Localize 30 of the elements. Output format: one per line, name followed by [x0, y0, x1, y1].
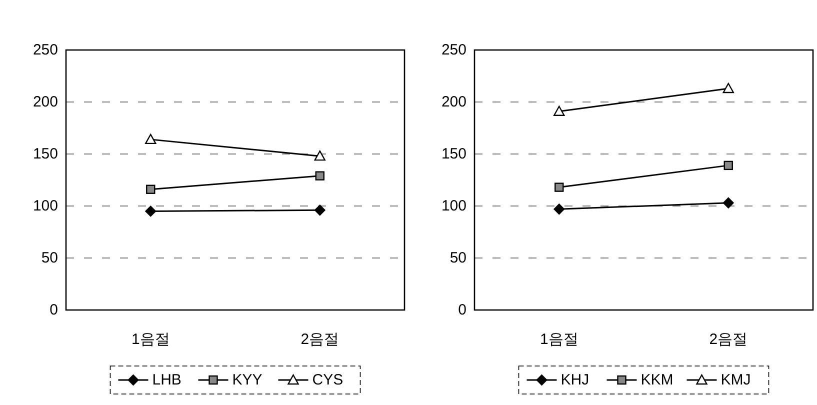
y-tick-label: 50: [41, 250, 58, 266]
point: [146, 184, 156, 194]
y-tick-label: 150: [32, 146, 58, 162]
y-tick-label: 200: [32, 94, 58, 110]
point: [145, 206, 156, 217]
y-tick-label: 250: [441, 42, 466, 58]
point: [554, 182, 564, 192]
y-tick-label: 0: [458, 302, 466, 318]
x-tick-label: 1음절: [540, 331, 578, 348]
y-tick-label: 0: [50, 302, 58, 318]
legend-label: LHB: [152, 372, 182, 388]
x-tick-label: 2음절: [709, 331, 748, 348]
legend-label: KHJ: [560, 372, 590, 388]
point: [314, 204, 326, 216]
y-tick-label: 200: [441, 94, 466, 110]
y-tick-label: 50: [450, 250, 466, 266]
point: [315, 171, 324, 180]
point: [724, 160, 733, 170]
x-tick-label: 1음절: [131, 331, 170, 348]
x-tick-label: 2음절: [300, 331, 340, 348]
y-tick-label: 250: [32, 42, 58, 58]
legend-label: KYY: [232, 372, 262, 388]
point: [722, 197, 734, 208]
legend-label: KMJ: [720, 372, 751, 388]
y-tick-label: 100: [441, 198, 466, 214]
point: [554, 204, 565, 215]
y-tick-label: 100: [32, 198, 58, 214]
legend-label: KKM: [640, 372, 674, 388]
legend-label: CYS: [312, 372, 344, 388]
y-tick-label: 150: [441, 146, 466, 162]
